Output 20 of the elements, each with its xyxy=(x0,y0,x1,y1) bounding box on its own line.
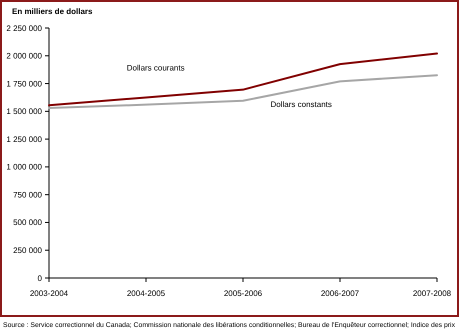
x-tick-label: 2005-2006 xyxy=(224,289,263,298)
x-tick-label: 2004-2005 xyxy=(126,289,166,298)
line-series xyxy=(48,74,438,109)
series-label: Dollars constants xyxy=(270,100,332,110)
y-tick-label: 750 000 xyxy=(13,190,43,200)
x-tick-label: 2007-2008 xyxy=(412,289,452,298)
y-tick-label: 500 000 xyxy=(13,218,43,228)
y-tick-label: 1 750 000 xyxy=(6,79,43,88)
y-axis-title: En milliers de dollars xyxy=(12,7,94,16)
x-tick-label: 2003-2004 xyxy=(30,289,69,298)
text: Dollars courants xyxy=(126,64,185,73)
y-tick-label: 2 000 000 xyxy=(6,52,43,61)
y-tick-label: 1 000 000 xyxy=(6,162,43,172)
y-tick-label: 1 500 000 xyxy=(6,107,43,116)
x-tick-label: 2006-2007 xyxy=(320,289,360,298)
y-tick-label: 2 250 000 xyxy=(6,24,43,33)
line-series xyxy=(48,52,438,106)
y-tick-label: 0 xyxy=(38,274,43,283)
y-tick-label: 250 000 xyxy=(13,246,43,256)
y-tick-label: 1 250 000 xyxy=(6,134,43,144)
